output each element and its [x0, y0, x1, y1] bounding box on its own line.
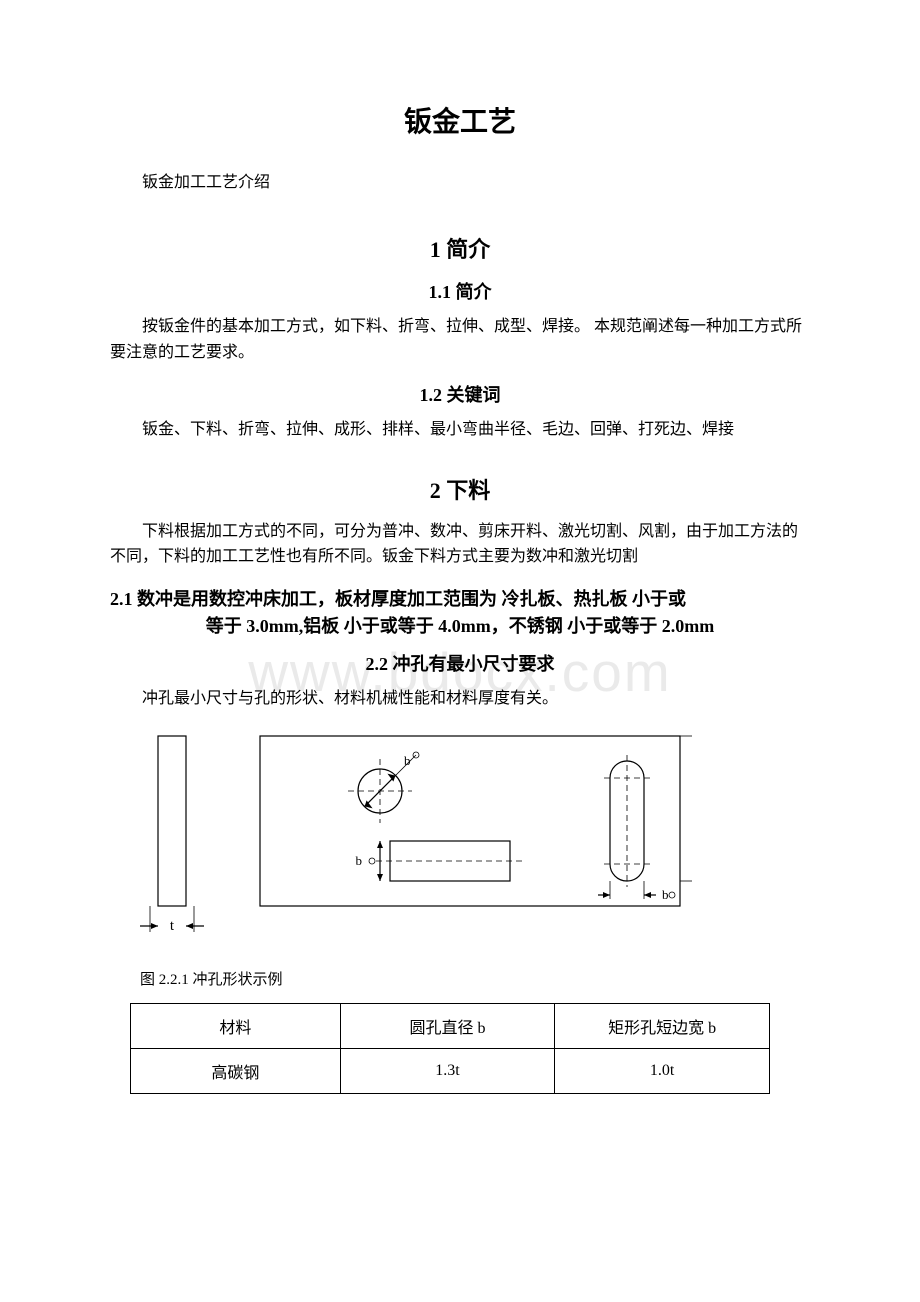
- section-1-2-text: 钣金、下料、折弯、拉伸、成形、排样、最小弯曲半径、毛边、回弹、打死边、焊接: [110, 417, 810, 443]
- section-1-1-heading: 1.1 简介: [110, 278, 810, 304]
- cell-round: 1.3t: [340, 1048, 555, 1093]
- table-row: 高碳钢 1.3t 1.0t: [131, 1048, 770, 1093]
- min-punch-size-table: 材料 圆孔直径 b 矩形孔短边宽 b 高碳钢 1.3t 1.0t: [130, 1003, 770, 1094]
- section-2-intro: 下料根据加工方式的不同，可分为普冲、数冲、剪床开料、激光切割、风割，由于加工方法…: [110, 519, 810, 570]
- section-2-1-heading: 2.1 数冲是用数控冲床加工，板材厚度加工范围为 冷扎板、热扎板 小于或 等于 …: [110, 586, 810, 640]
- col-header-material: 材料: [131, 1003, 341, 1048]
- punch-shape-diagram: tbbb: [140, 728, 810, 958]
- table-header-row: 材料 圆孔直径 b 矩形孔短边宽 b: [131, 1003, 770, 1048]
- section-1-1-text: 按钣金件的基本加工方式，如下料、折弯、拉伸、成型、焊接。 本规范阐述每一种加工方…: [110, 314, 810, 365]
- intro-line: 钣金加工工艺介绍: [110, 168, 810, 192]
- section-2-2-text: 冲孔最小尺寸与孔的形状、材料机械性能和材料厚度有关。: [110, 686, 810, 712]
- document-body: 钣金工艺 钣金加工工艺介绍 1 简介 1.1 简介 按钣金件的基本加工方式，如下…: [110, 100, 810, 1094]
- diagram-caption: 图 2.2.1 冲孔形状示例: [140, 968, 810, 989]
- section-2-2-heading: 2.2 冲孔有最小尺寸要求: [110, 650, 810, 676]
- page-title: 钣金工艺: [110, 100, 810, 140]
- svg-text:b: b: [662, 887, 669, 902]
- cell-material: 高碳钢: [131, 1048, 341, 1093]
- section-2-1-line1: 2.1 数冲是用数控冲床加工，板材厚度加工范围为 冷扎板、热扎板 小于或: [110, 589, 686, 609]
- col-header-round: 圆孔直径 b: [340, 1003, 555, 1048]
- section-1-heading: 1 简介: [110, 232, 810, 264]
- svg-text:t: t: [170, 918, 175, 934]
- section-1-2-heading: 1.2 关键词: [110, 381, 810, 407]
- svg-text:b: b: [356, 853, 363, 868]
- col-header-rect: 矩形孔短边宽 b: [555, 1003, 770, 1048]
- section-2-1-line2: 等于 3.0mm,铝板 小于或等于 4.0mm，不锈钢 小于或等于 2.0mm: [110, 613, 810, 640]
- section-2-heading: 2 下料: [110, 473, 810, 505]
- cell-rect: 1.0t: [555, 1048, 770, 1093]
